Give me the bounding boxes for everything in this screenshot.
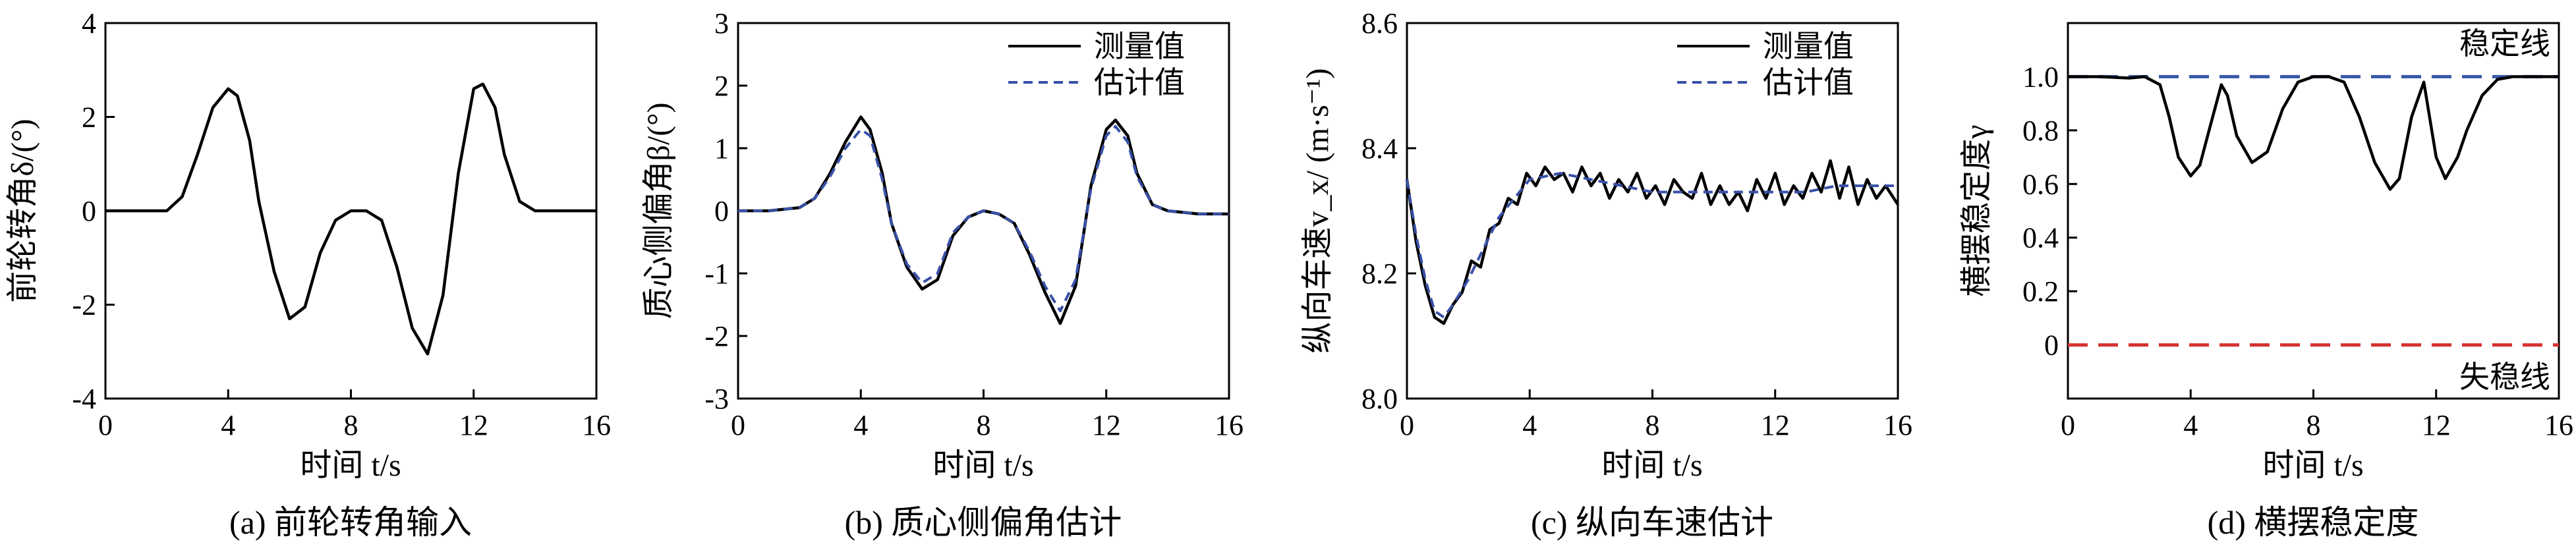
panel-a-xlabel: 时间 t/s [300,448,401,483]
panel-d-xtick-label: 16 [2544,409,2573,441]
panel-a-series-curve [105,82,596,356]
panel-d-series-curve [2068,75,2559,191]
panel-b-ytick-label: 3 [714,7,729,40]
panel-d-series [2068,75,2559,191]
panel-c-xticks: 0 4 8 12 16 [1400,389,1912,441]
panel-a-xtick-label: 16 [582,409,611,441]
panel-b-series-measured [738,115,1229,325]
panel-b-xtick-label: 0 [731,409,745,441]
panel-d-xticks: 0 4 8 12 16 [2061,389,2573,441]
panel-b-legend: 测量值 估计值 [1008,30,1185,99]
panel-d-reflines [2068,74,2559,347]
panel-c-xtick-label: 8 [1646,409,1660,441]
panel-a: -4 -2 0 2 4 0 4 8 12 16 前轮转角δ/(°) 时间 t/s (a) 前轮转… [5,7,611,541]
panel-a-ytick-label: -2 [72,289,96,321]
panel-b-series-estimated [738,125,1229,312]
panel-c-legend: 测量值 估计值 [1677,30,1854,99]
panel-c-xlabel: 时间 t/s [1601,448,1702,483]
panel-d-frame [2067,22,2560,400]
panel-d-xtick-label: 4 [2183,409,2198,441]
panel-c-series-measured [1405,159,1899,325]
panel-a-series [105,82,596,356]
panel-a-xtick-label: 4 [221,409,235,441]
panel-b-ytick-label: -2 [704,320,729,352]
panel-a-caption: (a) 前轮转角输入 [229,504,472,541]
panel-c-ytick-label: 8.0 [1361,383,1398,415]
panel-c-xtick-label: 0 [1400,409,1414,441]
panel-d-xtick-label: 8 [2306,409,2321,441]
panel-a-xticks: 0 4 8 12 16 [98,389,611,441]
panel-d-unstable-line-label: 失稳线 [2459,360,2550,394]
panel-c-ytick-label: 8.6 [1361,7,1398,40]
panel-b-ytick-label: -1 [704,258,729,290]
panel-c-ytick-label: 8.2 [1361,258,1398,290]
panel-d-xlabel: 时间 t/s [2262,448,2363,483]
panel-d-ytick-label: 0.8 [2022,115,2059,147]
panel-c-ylabel: 纵向车速v_x/ (m·s⁻¹) [1300,68,1335,353]
panel-b-legend-estimated-label: 估计值 [1094,66,1185,99]
panel-d-caption: (d) 横摆稳定度 [2208,504,2419,541]
panel-a-ytick-label: 4 [82,7,96,40]
panel-b-xtick-label: 8 [977,409,991,441]
panel-d-xtick-label: 12 [2422,409,2451,441]
panel-a-ytick-label: -4 [72,383,96,415]
panel-a-xtick-label: 8 [344,409,358,441]
panel-c-xtick-label: 12 [1761,409,1790,441]
panel-b-legend-measured-label: 测量值 [1094,30,1185,63]
panel-d-ytick-label: 0.6 [2022,168,2059,200]
panel-d-ytick-label: 0.4 [2022,222,2059,254]
panel-a-xtick-label: 0 [98,409,113,441]
panel-a-yticks: -4 -2 0 2 4 [72,7,115,415]
panel-c-ytick-label: 8.4 [1361,132,1398,165]
panel-c-xtick-label: 16 [1883,409,1912,441]
panel-b-xtick-label: 12 [1092,409,1121,441]
panel-b-yticks: -3 -2 -1 0 1 2 3 [704,7,747,415]
panel-b-series [738,115,1229,325]
panel-c-caption: (c) 纵向车速估计 [1531,504,1773,541]
panel-b-ytick-label: -3 [704,383,729,415]
panel-c-legend-measured-label: 测量值 [1763,30,1854,63]
panel-d-xtick-label: 0 [2061,409,2075,441]
panel-b-caption: (b) 质心侧偏角估计 [845,504,1122,541]
panel-a-ytick-label: 2 [82,101,96,134]
panel-d-ytick-label: 0 [2044,329,2059,362]
panel-c: 8.0 8.2 8.4 8.6 0 4 8 12 16 测量值 估计值 纵向车速v_x/ (m… [1300,7,1912,541]
panel-b-ylabel: 质心侧偏角β/(°) [641,103,676,320]
panel-b-xticks: 0 4 8 12 16 [731,389,1244,441]
panel-a-xtick-label: 12 [459,409,488,441]
panel-b-xlabel: 时间 t/s [932,448,1033,483]
panel-b-ytick-label: 2 [714,70,729,102]
panel-a-ylabel: 前轮转角δ/(°) [5,119,40,302]
panel-c-xtick-label: 4 [1522,409,1537,441]
panel-c-legend-estimated-label: 估计值 [1763,66,1854,99]
panel-d-ylabel: 横摆稳定度γ [1959,125,1994,296]
panel-b-ytick-label: 0 [714,195,729,227]
panel-b-ytick-label: 1 [714,132,729,165]
panel-d-ytick-label: 0.2 [2022,275,2059,308]
panel-b-xtick-label: 16 [1215,409,1244,441]
panel-d-ytick-label: 1.0 [2022,61,2059,93]
panel-b-xtick-label: 4 [853,409,868,441]
panel-c-series-estimated [1406,172,1898,319]
panel-c-yticks: 8.0 8.2 8.4 8.6 [1361,7,1416,415]
panel-d-yticks: 0 0.2 0.4 0.6 0.8 1.0 [2022,61,2077,362]
panel-c-series [1405,159,1899,325]
panel-d-stable-line-label: 稳定线 [2459,27,2550,61]
panel-d: 00.20.40.60.81.0 0 4 8 12 16 稳定线 失稳线 横摆稳定度γ … [1959,22,2573,541]
panel-a-ytick-label: 0 [82,195,96,227]
